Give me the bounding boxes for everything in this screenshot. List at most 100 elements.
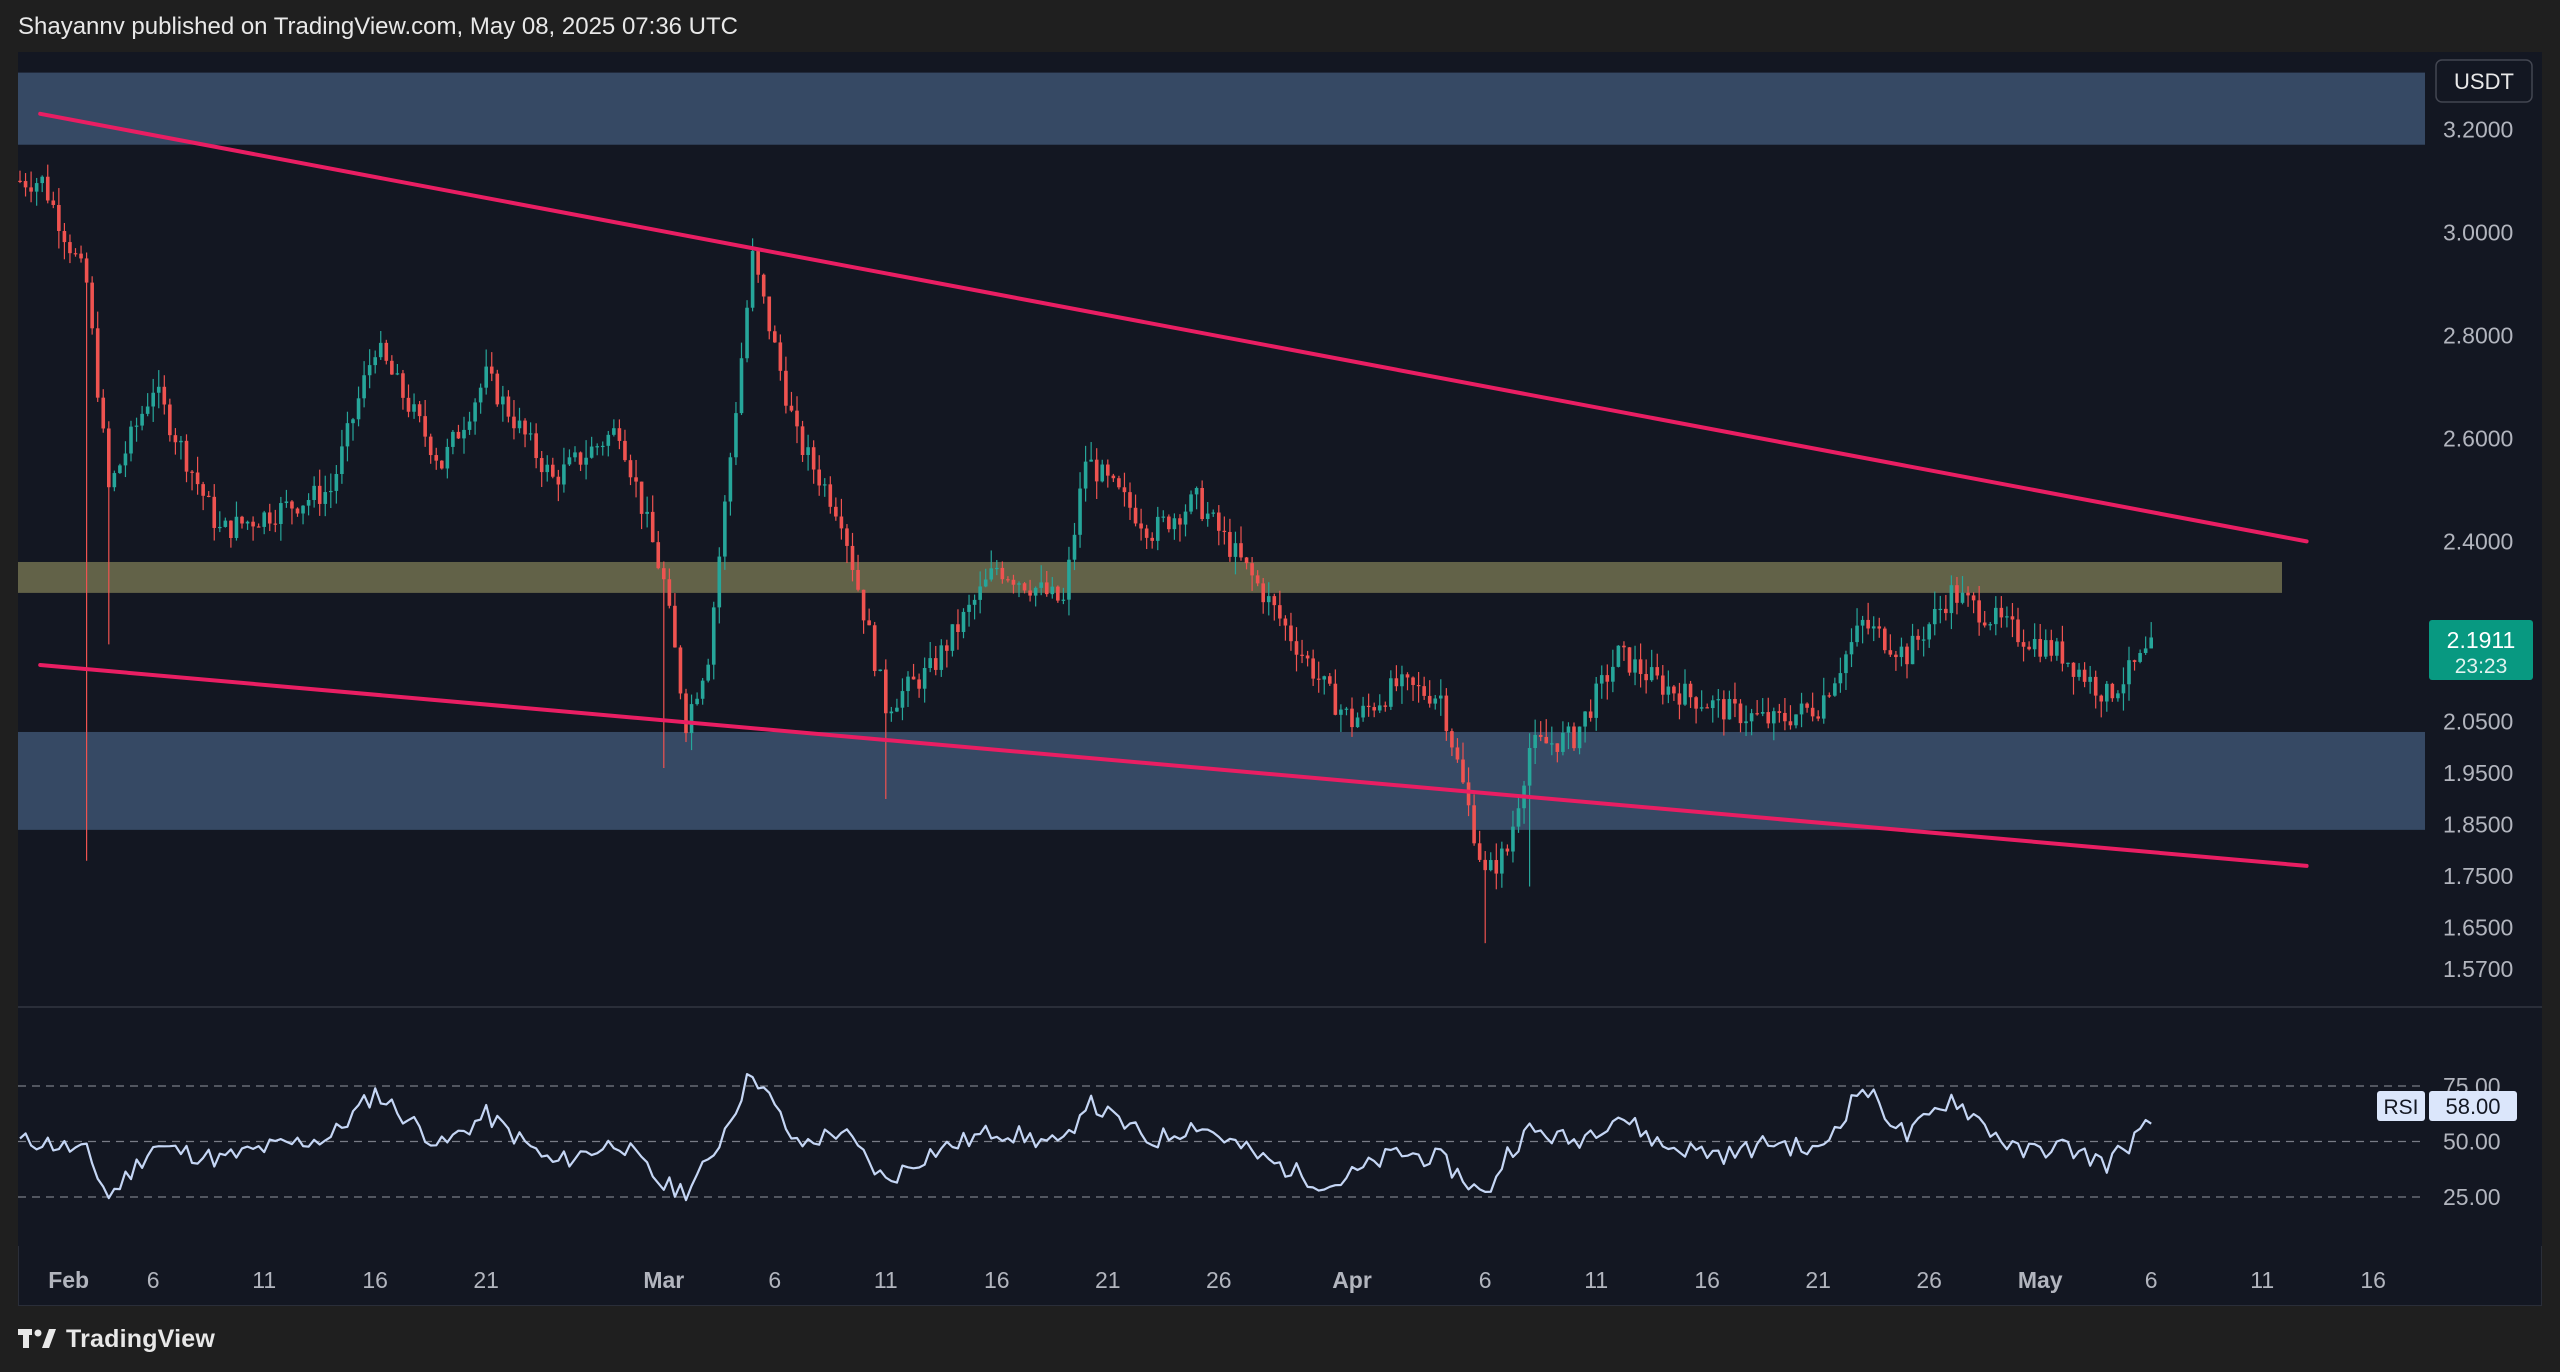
candle-body: [1611, 666, 1615, 682]
candle-body: [417, 404, 422, 417]
candle-body: [1749, 713, 1754, 722]
candle-body: [1366, 705, 1371, 708]
candle-body: [1078, 488, 1082, 535]
candle-body: [456, 431, 461, 439]
candle-body: [1505, 848, 1510, 852]
price-tick-label: 2.8000: [2443, 322, 2513, 348]
candle-body: [1222, 530, 1227, 533]
candle-body: [545, 464, 550, 473]
zone-demand: [18, 731, 2425, 830]
candle-body: [956, 624, 960, 633]
publisher-line: Shayannv published on TradingView.com, M…: [0, 0, 2560, 54]
candle-body: [584, 457, 588, 465]
candle-body: [1966, 592, 1970, 596]
last-price-countdown: 23:23: [2455, 655, 2508, 678]
candle-body: [2077, 669, 2081, 677]
rsi-line: [19, 1072, 2152, 1202]
candle-body: [1294, 641, 1299, 655]
candle-body: [928, 658, 932, 669]
candle-body: [850, 545, 855, 570]
candle-body: [1272, 596, 1277, 606]
candle-body: [1155, 516, 1160, 541]
candle-body: [140, 413, 144, 426]
candle-body: [218, 526, 222, 529]
price-tick-label: 1.7500: [2443, 863, 2513, 889]
time-tick-label: 16: [984, 1267, 1010, 1293]
candle-body: [1450, 731, 1454, 748]
candle-body: [390, 360, 394, 375]
candle-body: [1938, 608, 1943, 611]
candle-body: [1799, 703, 1804, 715]
currency-badge-box: [2435, 59, 2533, 103]
candle-body: [800, 426, 805, 455]
candle-body: [1050, 586, 1055, 595]
candle-body: [1855, 625, 1859, 643]
candle-body: [367, 365, 372, 376]
candle-body: [728, 457, 733, 502]
candle-body: [1316, 678, 1321, 680]
candle-body: [539, 458, 544, 473]
candle-body: [1072, 534, 1077, 560]
candle-body: [1228, 532, 1232, 557]
candle-body: [789, 405, 794, 411]
candle-body: [1827, 695, 1832, 697]
candle-body: [1733, 698, 1737, 704]
candle-body: [57, 204, 61, 232]
candle-body: [473, 402, 477, 422]
zone-supply: [18, 72, 2425, 145]
candle-body: [1588, 711, 1593, 718]
candle-body: [440, 460, 444, 469]
candle-body: [1111, 475, 1116, 479]
candle-body: [156, 386, 161, 393]
candle-body: [351, 419, 355, 424]
candle-body: [567, 457, 572, 465]
candle-body: [1877, 626, 1882, 629]
publisher-text: Shayannv published on TradingView.com, M…: [18, 13, 738, 40]
candle-body: [1971, 595, 1976, 601]
price-chart[interactable]: 3.2000 3.0000 2.8000 2.6000 2.4000 2.0500 1.95…: [0, 0, 2560, 1306]
candle-body: [1500, 848, 1504, 874]
candle-body: [2055, 641, 2059, 656]
candle-body: [1794, 714, 1798, 726]
candle-body: [451, 431, 455, 447]
candle-body: [212, 496, 217, 528]
candle-body: [1011, 579, 1016, 585]
candle-body: [2088, 676, 2092, 682]
candle-body: [1394, 678, 1399, 687]
candle-body: [2071, 662, 2076, 677]
candle-body: [201, 484, 205, 496]
candle-body: [1189, 494, 1193, 512]
candle-body: [1810, 707, 1815, 717]
candle-body: [356, 398, 361, 420]
candle-body: [184, 440, 189, 472]
candle-body: [711, 607, 716, 665]
candle-body: [179, 440, 183, 443]
candle-body: [756, 250, 760, 275]
candle-body: [467, 421, 472, 430]
rsi-tick-label: 50.00: [2443, 1129, 2501, 1155]
rsi-value-box: [2429, 1091, 2517, 1121]
candle-body: [1405, 674, 1410, 678]
candle-body: [1783, 712, 1787, 722]
candle-body: [1899, 646, 1904, 658]
candle-body: [2043, 640, 2048, 657]
price-tick-label: 2.4000: [2443, 528, 2513, 554]
candle-body: [811, 447, 816, 470]
candle-body: [18, 180, 22, 182]
candle-body: [834, 506, 838, 517]
candle-body: [861, 589, 866, 621]
candle-body: [867, 620, 871, 626]
candle-body: [900, 691, 905, 708]
candle-body: [911, 676, 916, 680]
candle-body: [917, 679, 921, 689]
rsi-label-box: [2377, 1091, 2425, 1121]
candle-body: [2127, 660, 2131, 685]
candle-body: [1422, 686, 1426, 696]
candle-body: [495, 373, 500, 405]
price-tick-label: 1.5700: [2443, 956, 2513, 982]
candle-body: [40, 176, 44, 184]
candle-body: [434, 455, 439, 461]
candle-body: [845, 528, 849, 546]
trendlines-layer: [38, 111, 2309, 868]
tradingview-logo[interactable]: TradingView: [18, 1325, 215, 1354]
